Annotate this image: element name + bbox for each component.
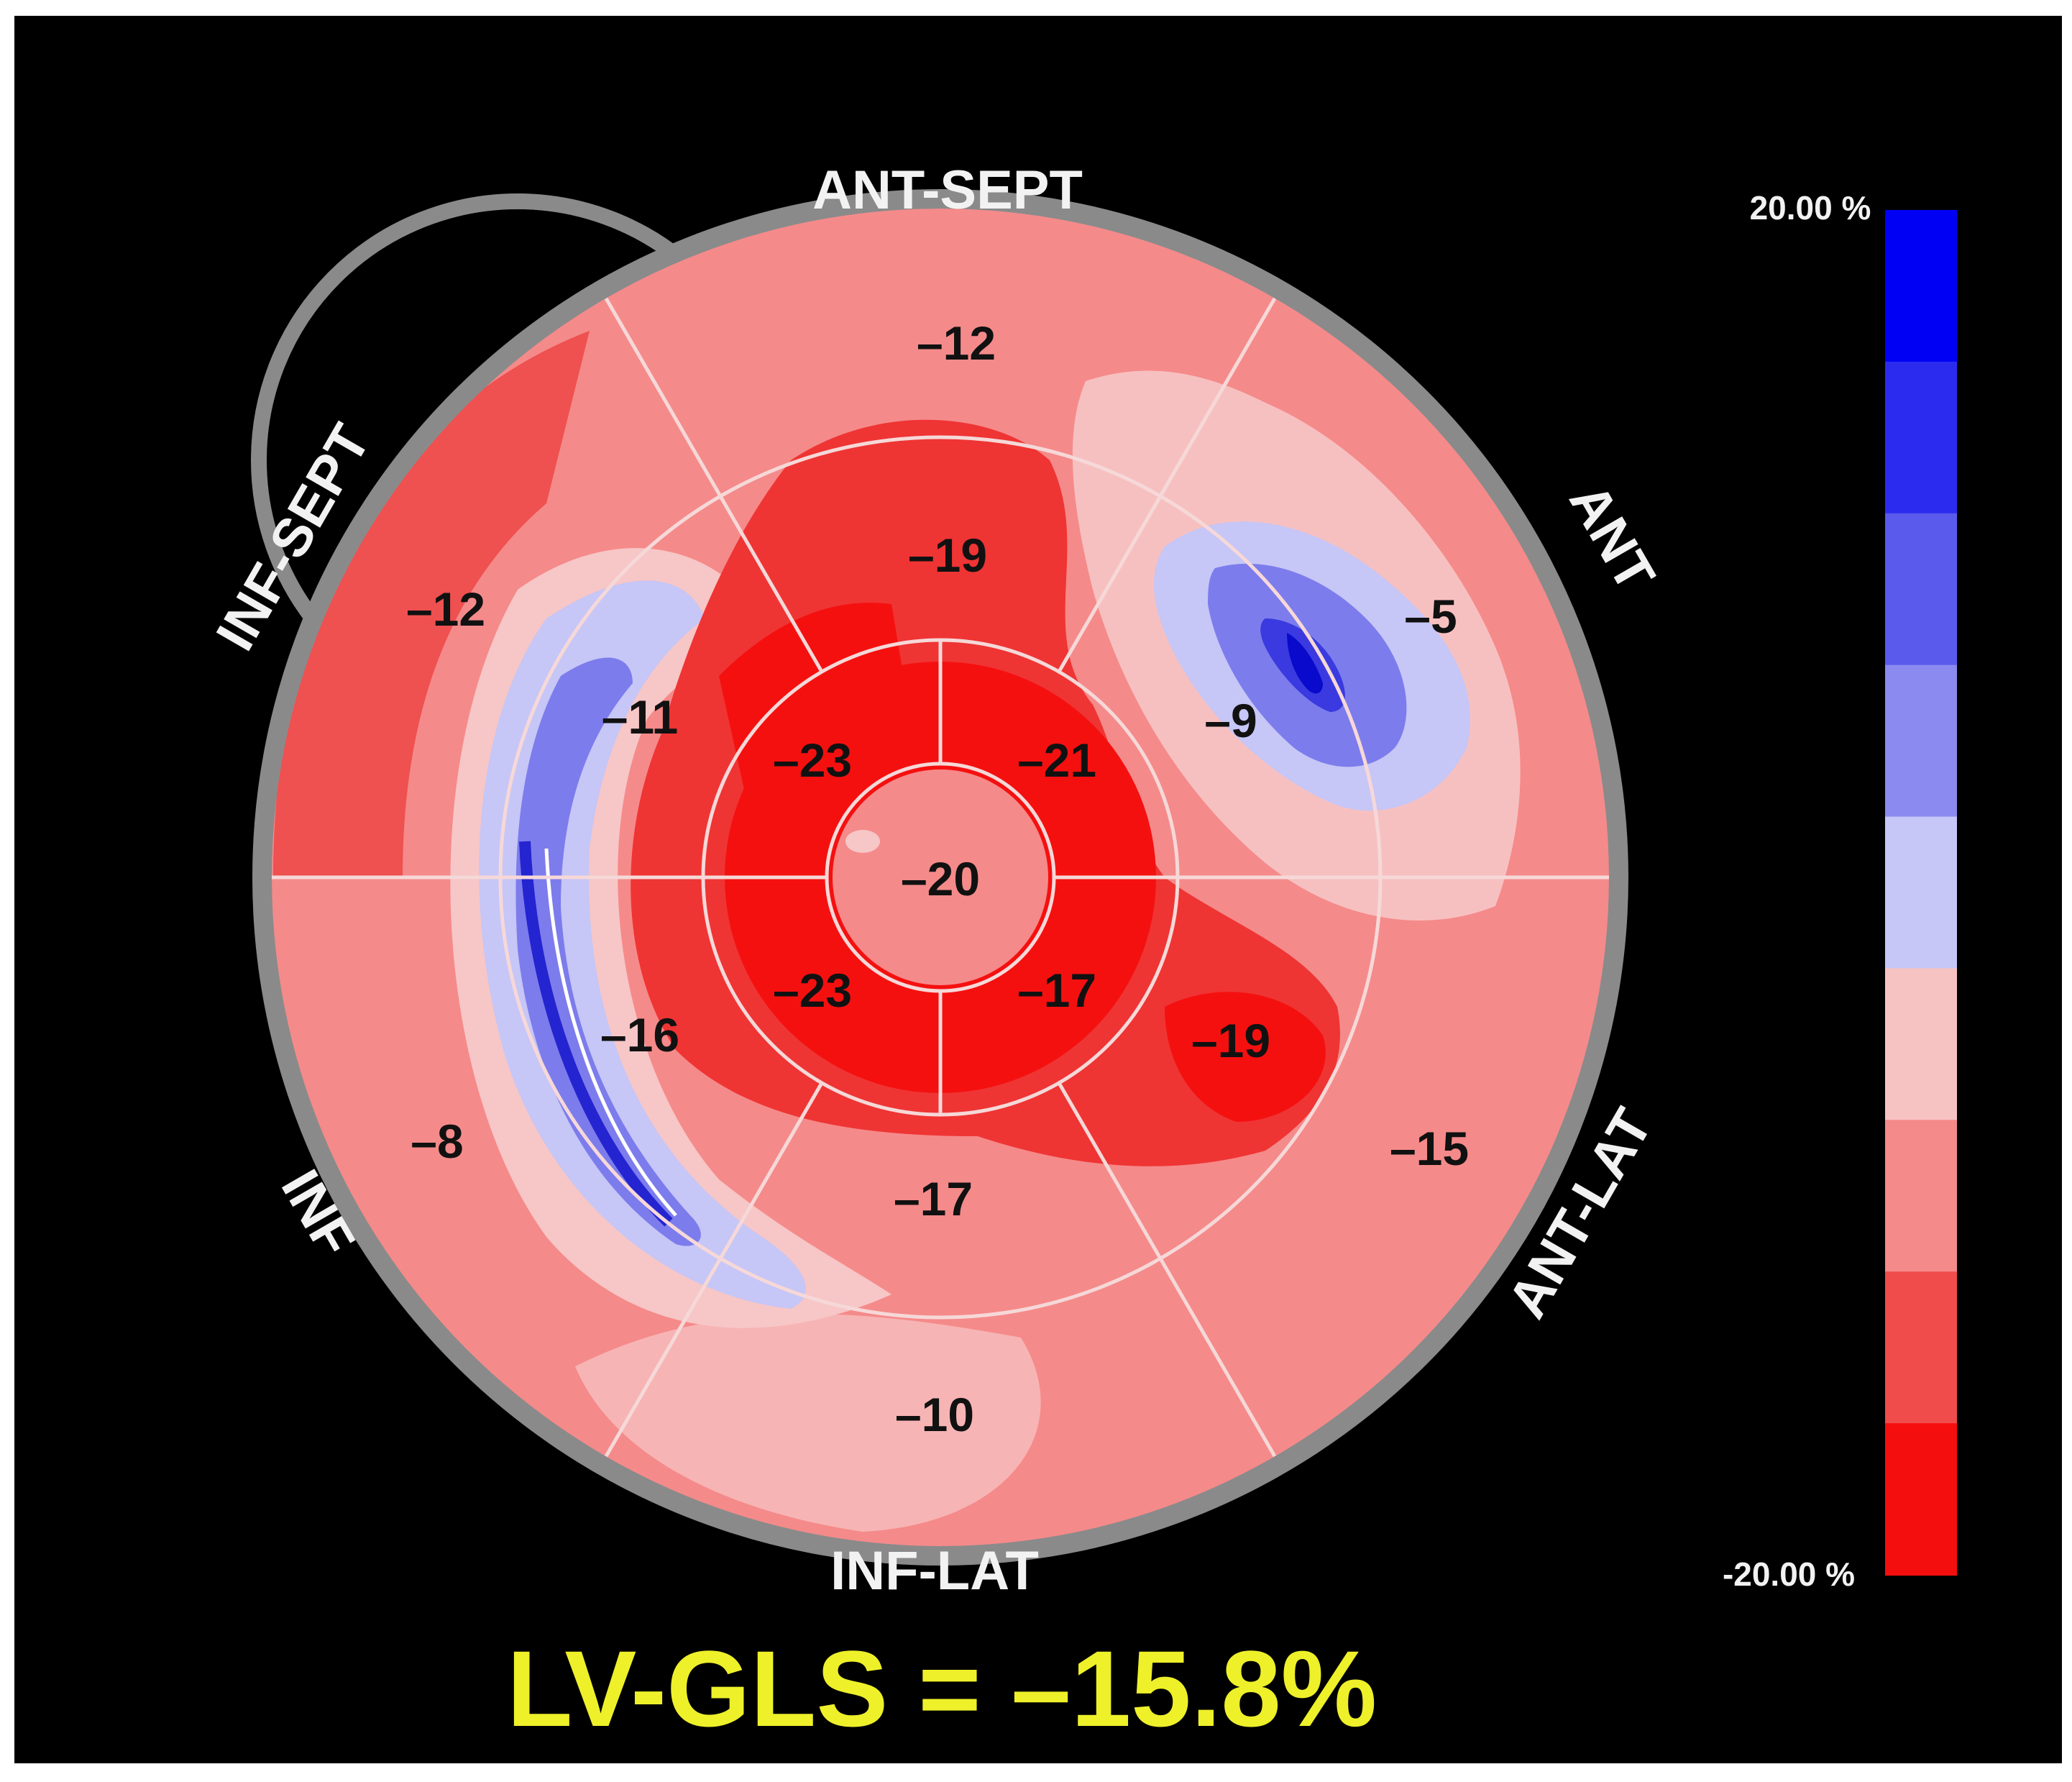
segment-values: –12 –12 –8 –10 –15 –5 –19 –9 –11 –16 –17… — [406, 316, 1469, 1441]
scale-max-label: 20.00 % — [1750, 189, 1871, 227]
value-apical-inf: –23 — [773, 964, 852, 1017]
value-apex: –20 — [901, 852, 980, 905]
scale-band — [1885, 968, 1957, 1121]
scale-band — [1885, 1423, 1957, 1576]
value-basal-ant-sept: –12 — [917, 316, 996, 370]
value-mid-ant-sept: –19 — [908, 529, 987, 582]
value-apical-sept: –23 — [773, 734, 852, 787]
scale-band — [1885, 1271, 1957, 1425]
value-mid-ant: –9 — [1204, 694, 1257, 747]
value-basal-inf-lat: –10 — [895, 1388, 974, 1441]
strain-map — [272, 209, 1609, 1546]
value-mid-ant-lat: –19 — [1191, 1014, 1270, 1067]
color-scale: 20.00 % -20.00 % — [1723, 189, 1957, 1593]
color-scale-bands — [1885, 210, 1957, 1576]
scale-band — [1885, 664, 1957, 818]
value-mid-inf-sept: –11 — [602, 690, 678, 744]
scale-min-label: -20.00 % — [1723, 1555, 1855, 1593]
value-basal-inf: –8 — [411, 1115, 463, 1168]
scale-band — [1885, 210, 1957, 362]
scale-band — [1885, 816, 1957, 969]
scale-band — [1885, 513, 1957, 666]
value-apical-ant: –21 — [1017, 734, 1096, 787]
label-inf-lat: INF-LAT — [830, 1540, 1039, 1601]
segment-grid — [272, 297, 1609, 1458]
scale-band — [1885, 1120, 1957, 1273]
scale-band — [1885, 361, 1957, 514]
label-ant-sept: ANT-SEPT — [812, 160, 1083, 221]
gls-summary: LV-GLS = –15.8% — [507, 1628, 1377, 1749]
value-mid-inf-lat: –17 — [894, 1172, 973, 1225]
value-basal-ant-lat: –15 — [1390, 1122, 1469, 1175]
value-basal-inf-sept: –12 — [406, 582, 485, 636]
value-basal-ant: –5 — [1404, 590, 1457, 643]
value-apical-lat: –17 — [1017, 964, 1096, 1017]
value-mid-inf: –16 — [600, 1008, 679, 1061]
